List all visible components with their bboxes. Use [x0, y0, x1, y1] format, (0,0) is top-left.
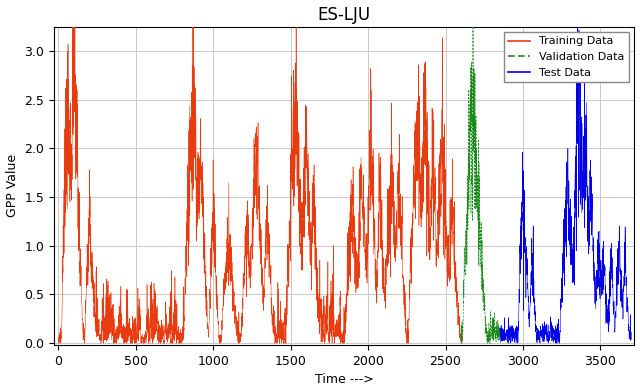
Y-axis label: GPP Value: GPP Value: [6, 154, 19, 218]
Legend: Training Data, Validation Data, Test Data: Training Data, Validation Data, Test Dat…: [504, 32, 629, 82]
X-axis label: Time --->: Time --->: [315, 374, 374, 387]
Title: ES-LJU: ES-LJU: [317, 5, 371, 24]
